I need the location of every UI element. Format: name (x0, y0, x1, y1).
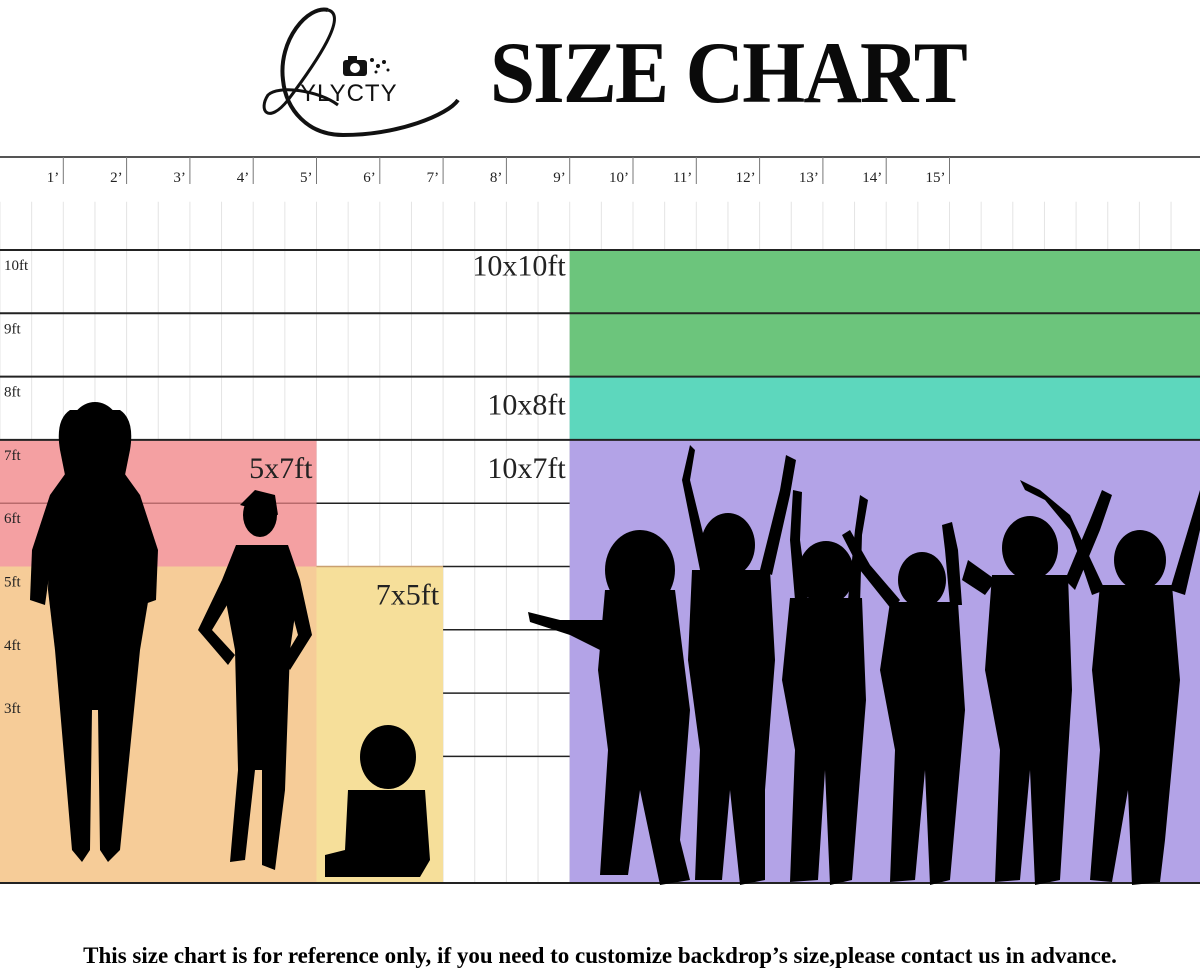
x-tick-label: 3’ (173, 170, 186, 186)
y-tick-label: 3ft (4, 701, 21, 717)
brand-name: YLYCTY (300, 80, 398, 107)
silhouettes (30, 402, 1200, 885)
logo-dot (386, 68, 390, 72)
backdrop-size-label: 5x7ft (249, 452, 313, 485)
x-tick-label: 4’ (237, 170, 250, 186)
size-chart: 1’ 2’ 3’ 4’ 5’ 6’ 7’ 8’ 9’ 10’ 11’ 12’ 13’ 14’ 15’ 3ft 4… (0, 156, 1200, 885)
y-tick-label: 6ft (4, 511, 21, 527)
x-tick-label: 12’ (736, 170, 756, 186)
y-tick-label: 7ft (4, 448, 21, 464)
logo-dot (382, 60, 386, 64)
y-tick-label: 10ft (4, 258, 29, 274)
height-lines (0, 249, 1200, 884)
x-tick-label: 10’ (609, 170, 629, 186)
camera-lens-icon (350, 63, 360, 73)
x-tick-label: 6’ (363, 170, 376, 186)
y-tick-label: 8ft (4, 385, 21, 401)
backdrop-10x8-area (569, 376, 1200, 440)
backdrop-size-label: 7x5ft (376, 578, 440, 611)
y-tick-label: 5ft (4, 575, 21, 591)
x-tick-label: 13’ (799, 170, 819, 186)
header: YLYCTY SIZE CHART (0, 0, 1200, 150)
x-tick-label: 8’ (490, 170, 503, 186)
footer-note: This size chart is for reference only, i… (83, 943, 1117, 968)
backdrop-size-label: 10x8ft (487, 389, 566, 422)
x-tick-label: 7’ (427, 170, 440, 186)
kids-group-silhouette (528, 445, 1200, 885)
backdrop-size-label: 10x7ft (487, 452, 566, 485)
camera-top-icon (348, 56, 357, 61)
logo-swash-inner (262, 8, 339, 115)
logo-dot (376, 64, 380, 68)
logo-swash (280, 7, 460, 138)
x-tick-label: 5’ (300, 170, 313, 186)
baby-silhouette (325, 725, 430, 877)
x-tick-label: 11’ (673, 170, 692, 186)
axes: 1’ 2’ 3’ 4’ 5’ 6’ 7’ 8’ 9’ 10’ 11’ 12’ 13’ 14’ 15’ 3ft 4… (0, 156, 1200, 717)
x-tick-label: 15’ (926, 170, 946, 186)
y-tick-label: 4ft (4, 638, 21, 654)
x-tick-label: 14’ (862, 170, 882, 186)
logo-dot (370, 58, 374, 62)
woman-silhouette (30, 402, 158, 862)
page-title: SIZE CHART (490, 25, 968, 122)
logo-dot (374, 70, 378, 74)
y-tick-label: 9ft (4, 321, 21, 337)
x-tick-label: 9’ (553, 170, 566, 186)
x-tick-label: 2’ (110, 170, 123, 186)
backdrop-size-label: 10x10ft (472, 249, 566, 282)
girl-silhouette (198, 490, 312, 870)
brand-logo (262, 7, 460, 138)
x-tick-label: 1’ (47, 170, 60, 186)
